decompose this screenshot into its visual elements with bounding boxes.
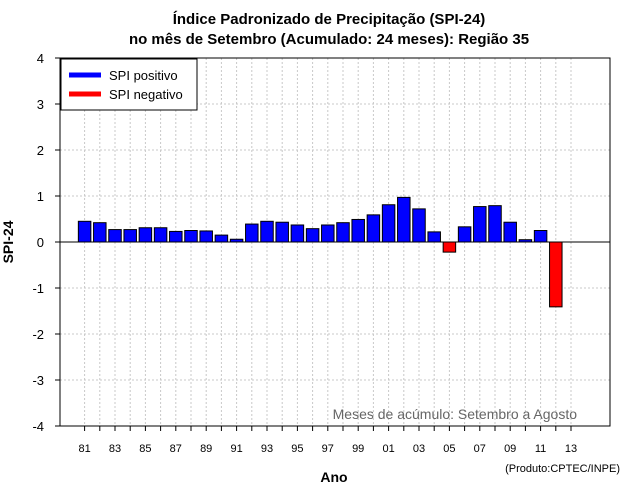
bar-1992 [245, 223, 259, 243]
bar-1989 [199, 230, 213, 243]
y-tick-label: 2 [37, 143, 44, 158]
x-tick-label: 95 [291, 443, 303, 455]
x-tick-label: 01 [382, 443, 394, 455]
bar-2000 [366, 214, 381, 243]
legend-box [60, 58, 198, 111]
bar-2009 [503, 221, 517, 243]
y-axis-label: SPI-24 [0, 220, 16, 263]
y-tick-label: 1 [37, 189, 44, 204]
x-tick-label: 97 [322, 443, 334, 455]
x-tick-label: 11 [535, 443, 546, 455]
accumulation-note: Meses de acúmulo: Setembro a Agosto [333, 406, 578, 422]
legend-label-negative: SPI negativo [109, 87, 183, 102]
x-tick-label: 13 [565, 443, 577, 455]
bar-1987 [169, 230, 183, 243]
y-axis: 4 3 2 1 0 -1 -2 -3 -4 [32, 51, 60, 434]
x-tick-label: 09 [504, 443, 516, 455]
bar-1994 [275, 221, 289, 243]
bar-2006 [457, 226, 472, 243]
x-tick-label: 83 [109, 443, 121, 455]
bar-2003 [412, 208, 426, 243]
legend: SPI positivo SPI negativo [60, 58, 198, 111]
bar-1986 [153, 227, 168, 243]
bar-2011 [533, 230, 548, 243]
bar-2007 [473, 206, 487, 243]
x-tick-label: 87 [170, 443, 182, 455]
bar-1988 [184, 230, 198, 243]
bar-2005 [442, 241, 457, 253]
x-axis-label: Ano [320, 469, 347, 485]
y-tick-label: 0 [37, 235, 44, 250]
y-tick-label: -4 [32, 419, 44, 434]
bar-2004 [427, 231, 441, 243]
x-tick-label: 81 [78, 443, 90, 455]
x-tick-label: 85 [139, 443, 151, 455]
x-tick-label: 93 [261, 443, 273, 455]
x-tick-label: 91 [230, 443, 242, 455]
bar-1983 [108, 229, 122, 243]
bar-2002 [397, 196, 411, 243]
bar-1990 [214, 234, 229, 243]
x-tick-label: 03 [413, 443, 425, 455]
bar-1985 [138, 227, 153, 243]
legend-label-positive: SPI positivo [109, 68, 178, 83]
y-tick-label: -2 [32, 327, 44, 342]
bar-2012 [549, 241, 563, 308]
chart-title-line2: no mês de Setembro (Acumulado: 24 meses)… [129, 31, 529, 48]
bar-1993 [260, 220, 274, 243]
x-tick-label: 89 [200, 443, 212, 455]
bar-2008 [488, 205, 502, 243]
y-tick-label: -1 [32, 281, 44, 296]
y-tick-label: 3 [37, 97, 44, 112]
bar-1981 [77, 220, 92, 243]
chart-title-line1: Índice Padronizado de Precipitação (SPI-… [173, 11, 486, 28]
bar-1998 [336, 222, 350, 243]
x-tick-label: 99 [352, 443, 364, 455]
bar-1996 [305, 228, 320, 243]
x-tick-label: 05 [443, 443, 455, 455]
product-credit: (Produto:CPTEC/INPE) [505, 463, 620, 475]
bars [77, 196, 563, 308]
bar-1997 [321, 224, 335, 243]
y-tick-label: -3 [32, 373, 44, 388]
bar-2001 [381, 204, 396, 243]
y-tick-label: 4 [37, 51, 44, 66]
bar-1984 [123, 229, 137, 243]
bar-1999 [351, 218, 365, 243]
x-axis: 81 83 85 87 89 91 93 95 97 99 01 03 05 07 09 11 13 [78, 426, 577, 455]
bar-1982 [93, 222, 107, 243]
x-tick-label: 07 [474, 443, 486, 455]
bar-1995 [290, 224, 305, 243]
